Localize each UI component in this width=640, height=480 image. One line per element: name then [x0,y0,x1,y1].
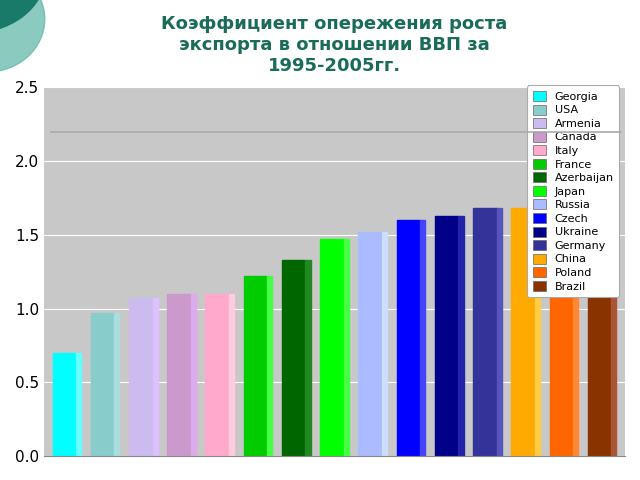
Bar [358,232,382,456]
Bar [52,353,76,456]
Bar [167,294,191,456]
Bar [435,216,458,456]
Bar [205,294,229,456]
Bar [397,220,420,456]
Bar [458,216,463,456]
Bar [229,294,234,456]
Bar [420,220,425,456]
Bar [129,298,152,456]
Bar [191,294,196,456]
Bar [344,239,349,456]
Bar [320,239,344,456]
Title: Коэффициент опережения роста
экспорта в отношении ВВП за
1995-2005гг.: Коэффициент опережения роста экспорта в … [161,15,508,74]
Bar [282,260,305,456]
Bar [382,232,387,456]
Bar [588,121,611,456]
Bar [573,188,578,456]
Bar [535,208,540,456]
Bar [473,208,497,456]
Bar [497,208,502,456]
Bar [91,313,115,456]
Bar [115,313,120,456]
Bar [305,260,310,456]
Bar [511,208,535,456]
Legend: Georgia, USA, Armenia, Canada, Italy, France, Azerbaijan, Japan, Russia, Czech, : Georgia, USA, Armenia, Canada, Italy, Fr… [527,85,620,297]
Bar [76,353,81,456]
Bar [244,276,268,456]
Bar [152,298,157,456]
Bar [611,121,616,456]
Bar [550,188,573,456]
Bar [268,276,273,456]
